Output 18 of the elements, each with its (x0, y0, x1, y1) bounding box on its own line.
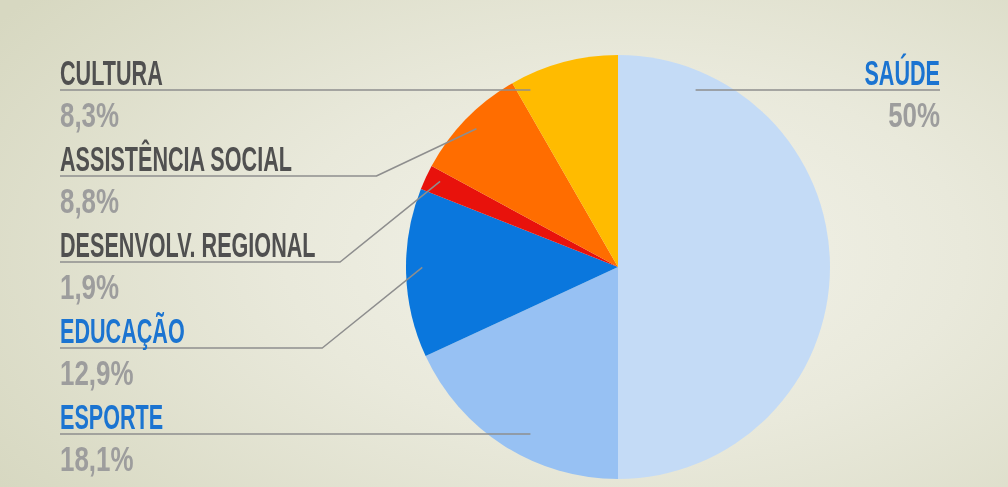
slice-label: EDUCAÇÃO (60, 310, 185, 351)
slice-label: DESENVOLV. REGIONAL (60, 224, 316, 265)
slice-label: SAÚDE (864, 52, 940, 93)
pie-slice (512, 55, 618, 267)
slice-label: ESPORTE (60, 396, 164, 437)
data-label: 18,1% (60, 438, 134, 480)
pie-slice (425, 267, 618, 479)
pie-slice (420, 166, 618, 267)
data-label: 8,8% (60, 180, 120, 222)
pie-slice (431, 83, 618, 267)
data-label: 12,9% (60, 352, 134, 394)
data-label: 50% (888, 94, 941, 136)
data-label: 1,9% (60, 266, 120, 308)
pie-slice (406, 188, 618, 357)
pie-slice (618, 55, 830, 479)
slice-label: CULTURA (60, 52, 163, 93)
data-label: 8,3% (60, 94, 120, 136)
slice-label: ASSISTÊNCIA SOCIAL (60, 138, 292, 179)
